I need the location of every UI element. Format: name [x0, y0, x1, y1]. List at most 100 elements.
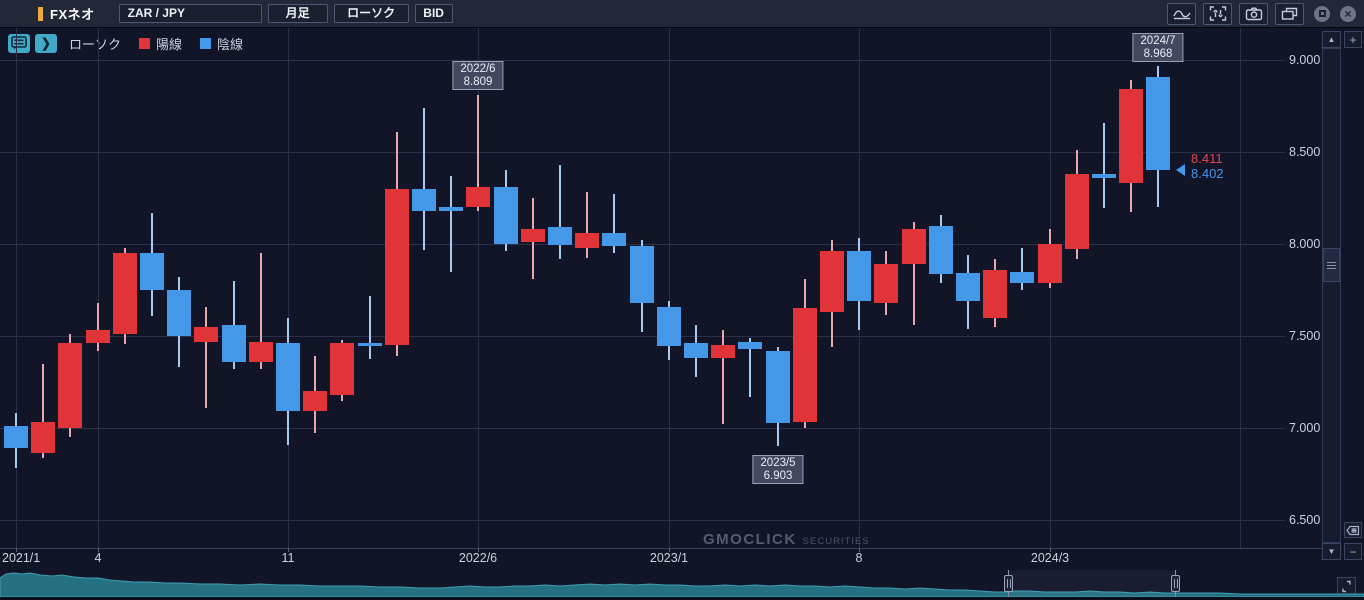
collapse-panel-button[interactable]: ❯ [35, 33, 57, 53]
candle-body-bear [548, 227, 572, 245]
v-gridline [1240, 28, 1241, 548]
maximize-button[interactable] [1314, 5, 1330, 22]
bull-color-swatch [139, 37, 151, 49]
candle-body-bear [140, 253, 164, 290]
candle-body-bear [602, 233, 626, 246]
bear-label: 陰線 [217, 36, 244, 52]
range-handle-2[interactable] [1171, 575, 1180, 592]
zoom-in-button[interactable]: + [1344, 31, 1362, 48]
x-axis-label: 11 [281, 551, 295, 565]
scroll-up-button[interactable]: ▲ [1322, 31, 1341, 48]
zoom-out-button[interactable]: − [1344, 543, 1362, 560]
candle-body-bull [58, 343, 82, 428]
data-import-export-icon[interactable] [1203, 2, 1232, 25]
candle-wick-bull [913, 222, 915, 325]
x-axis-tick [669, 548, 670, 552]
candle-body-bull [466, 187, 490, 207]
candle-wick-bull [205, 307, 207, 408]
currency-pair-select[interactable]: ZAR / JPY [118, 4, 262, 23]
vertical-scrollbar-thumb[interactable] [1323, 248, 1340, 282]
candle-body-bear [439, 207, 463, 211]
y-axis-label: 7.000 [1289, 421, 1321, 435]
candle-body-bull [330, 343, 354, 395]
candle-body-bear [657, 307, 681, 346]
candle-body-bull [874, 264, 898, 303]
bear-color-swatch [200, 37, 212, 49]
v-gridline [669, 28, 670, 548]
price-upper-label: 8.411 [1191, 151, 1223, 166]
candle-wick-bear [559, 165, 561, 259]
chart-type-select[interactable]: ローソク [333, 4, 409, 23]
range-handle-1[interactable] [1004, 575, 1013, 592]
vertical-scrollbar-track[interactable] [1322, 48, 1341, 543]
candle-body-bull [31, 422, 55, 453]
candle-body-bull [1038, 244, 1062, 283]
candle-wick-bull [42, 364, 44, 458]
cascade-windows-icon[interactable] [1275, 2, 1304, 25]
y-axis-label: 8.500 [1289, 145, 1321, 159]
candle-wick-bear [450, 176, 452, 272]
x-axis-tick [859, 548, 860, 552]
candle-body-bull [86, 330, 110, 343]
x-axis-label: 2022/6 [458, 551, 498, 565]
timeframe-select[interactable]: 月足 [267, 4, 328, 23]
candle-body-bear [847, 251, 871, 301]
v-gridline [478, 28, 479, 548]
minimap-baseline [0, 597, 1364, 600]
h-gridline [0, 520, 1285, 521]
candle-wick-bull [722, 330, 724, 424]
current-price-arrow-icon [1176, 164, 1185, 176]
chart-legend: ❯ ローソク 陽線 陰線 [8, 33, 243, 53]
x-axis-label: 8 [855, 551, 863, 565]
range-navigator-minimap[interactable] [0, 570, 1364, 597]
legend-chart-type-label: ローソク [69, 36, 122, 52]
candle-body-bull [1119, 89, 1143, 183]
watermark-sub: SECURITIES [802, 536, 870, 547]
price-lower-label: 8.402 [1191, 166, 1224, 181]
camera-icon[interactable] [1239, 2, 1268, 25]
close-button[interactable]: × [1340, 5, 1356, 22]
candle-body-bull [793, 308, 817, 422]
x-axis-tick [478, 548, 479, 552]
candle-body-bear [4, 426, 28, 448]
candle-body-bear [276, 343, 300, 411]
toolbar: FXネオ ZAR / JPY 月足 ローソク BID × [0, 0, 1364, 28]
h-gridline [0, 336, 1285, 337]
price-label-toggle-button[interactable] [1344, 522, 1362, 538]
candle-wick-bull [260, 253, 262, 369]
x-axis-label: 2021/1 [2, 551, 41, 565]
h-gridline [0, 60, 1285, 61]
scroll-down-button[interactable]: ▼ [1322, 543, 1341, 560]
bull-label: 陽線 [156, 36, 183, 52]
range-selection [1008, 570, 1175, 597]
candle-wick-bear [369, 296, 371, 359]
candle-body-bear [494, 187, 518, 244]
watermark: GMOCLICK SECURITIES [703, 531, 870, 548]
chart-list-button[interactable] [8, 33, 30, 53]
candle-body-bull [902, 229, 926, 264]
candle-body-bull [983, 270, 1007, 318]
price-mode-select[interactable]: BID [414, 4, 453, 23]
candle-body-bear [1092, 174, 1116, 178]
candle-body-bull [575, 233, 599, 248]
candle-wick-bear [1103, 123, 1105, 208]
candle-body-bear [766, 351, 790, 423]
x-axis-tick [288, 548, 289, 552]
v-gridline [98, 28, 99, 548]
candle-body-bear [684, 343, 708, 358]
candle-wick-bear [1021, 248, 1023, 290]
x-axis-label: 2024/3 [1030, 551, 1070, 565]
v-gridline [288, 28, 289, 548]
candle-body-bear [929, 226, 953, 274]
y-axis-label: 8.000 [1289, 237, 1321, 251]
watermark-brand: GMOCLICK [703, 531, 797, 548]
candle-body-bull [521, 229, 545, 242]
minimap-area-series [0, 572, 1364, 597]
price-annotation: 2024/7 8.968 [1132, 33, 1184, 62]
candle-body-bull [303, 391, 327, 411]
indicator-chart-icon[interactable] [1167, 2, 1196, 25]
candle-body-bear [956, 273, 980, 301]
app-title: FXネオ [50, 7, 95, 22]
candle-body-bear [412, 189, 436, 211]
v-gridline [1050, 28, 1051, 548]
